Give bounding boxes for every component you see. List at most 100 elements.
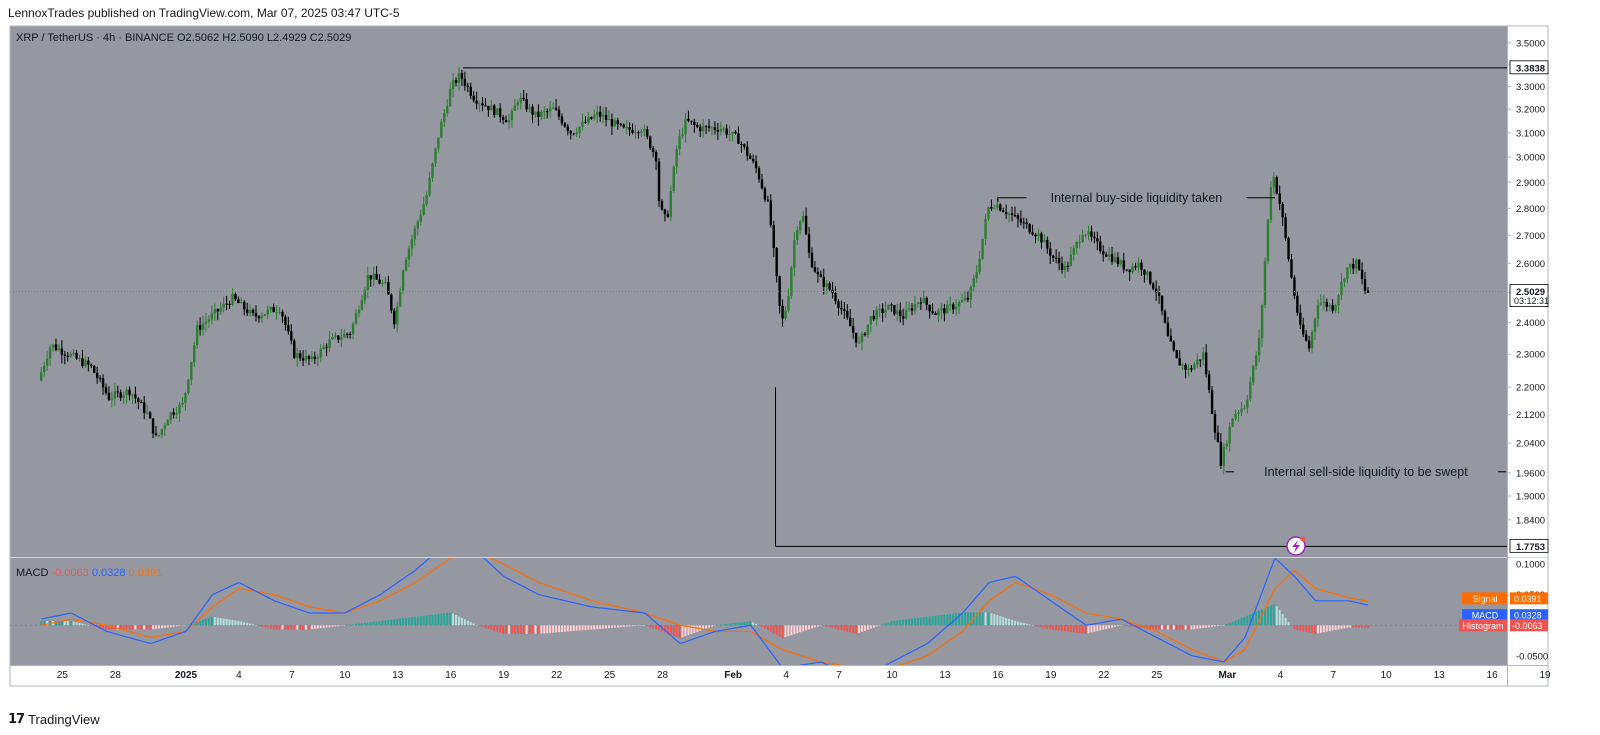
histogram-bar [310, 625, 313, 630]
histogram-bar [537, 625, 540, 634]
candle-body [1104, 254, 1108, 257]
histogram-bar [981, 612, 984, 626]
candle-body [910, 308, 914, 311]
histogram-bar [690, 625, 693, 635]
candle-body [237, 299, 240, 304]
candle [1266, 218, 1270, 265]
candle [1240, 402, 1243, 416]
price-tick-label: 3.2000 [1516, 105, 1545, 116]
candle [1237, 409, 1240, 422]
candle-body [657, 161, 661, 202]
histogram-bar [1155, 625, 1158, 630]
candle-body [598, 111, 602, 117]
candle [343, 329, 346, 339]
candle [113, 383, 117, 407]
candle-body [713, 127, 717, 130]
histogram-bar [655, 625, 658, 630]
candle [163, 422, 167, 437]
candle [284, 314, 287, 331]
histogram-bar [796, 625, 799, 634]
macd-tag-value: 0.0328 [1514, 611, 1542, 621]
candle-body [1146, 271, 1149, 275]
histogram-bar [1234, 620, 1237, 626]
candle [551, 102, 555, 109]
time-tick-label: 22 [1098, 670, 1110, 681]
candle [384, 276, 387, 285]
histogram-bar [1049, 625, 1052, 630]
histogram-bar [499, 625, 502, 633]
candle [1113, 252, 1117, 264]
histogram-bar [1249, 614, 1252, 626]
histogram-bar [722, 624, 725, 626]
candle [951, 302, 955, 314]
histogram-bar [313, 625, 316, 629]
candle-body [828, 283, 831, 290]
candle-body [225, 303, 228, 305]
histogram-bar [281, 625, 284, 630]
histogram-bar [149, 625, 152, 630]
histogram-bar [1146, 625, 1149, 629]
histogram-bar [628, 625, 631, 627]
candle [110, 391, 114, 408]
candle-body [907, 308, 911, 310]
histogram-bar [202, 619, 205, 626]
candle-body [604, 114, 608, 120]
candle-body [1043, 239, 1046, 243]
candle [1149, 271, 1152, 286]
candle-body [725, 128, 728, 135]
candle [316, 354, 319, 367]
candle [590, 116, 593, 120]
histogram-bar [1061, 625, 1064, 631]
candle-body [78, 358, 81, 360]
histogram-bar [328, 625, 331, 628]
histogram-bar [375, 621, 378, 626]
histogram-bar [540, 625, 543, 634]
candle-body [1225, 443, 1228, 447]
candle-body [1072, 248, 1075, 255]
histogram-bar [1078, 625, 1081, 634]
candle [540, 109, 543, 121]
tradingview-logo[interactable]: 17 TradingView [8, 712, 100, 727]
candle-body [84, 360, 87, 367]
candle [222, 296, 225, 313]
candle-body [1346, 267, 1349, 279]
candle [190, 361, 193, 386]
chart-canvas[interactable]: 3.50003.40003.30003.20003.10003.00002.90… [0, 0, 1600, 705]
candle-body [654, 151, 658, 162]
histogram-bar [625, 625, 628, 627]
candle-body [81, 358, 84, 367]
macd-tag: MACD 0.0328 [1462, 609, 1548, 622]
candle [896, 303, 899, 321]
candle [63, 350, 67, 365]
histogram-bar [1211, 625, 1214, 627]
signal-tag-name: Signal [1472, 594, 1497, 604]
candle-body [1007, 213, 1011, 215]
histogram-bar [307, 625, 310, 630]
candle-body [1090, 231, 1093, 237]
candle [1025, 218, 1028, 229]
candle-body [266, 309, 269, 315]
candle-body [1263, 261, 1267, 306]
histogram-bar [816, 625, 819, 627]
candle [778, 275, 781, 314]
candle [1122, 252, 1126, 274]
candle [975, 264, 978, 283]
candle-body [295, 353, 299, 358]
histogram-bar [843, 625, 846, 631]
histogram-bar [1246, 615, 1249, 626]
candle [1278, 185, 1281, 211]
histogram-bar [216, 617, 219, 626]
candle-body [1257, 338, 1261, 356]
candle-body [1172, 341, 1176, 351]
candle [749, 153, 752, 160]
candle-body [45, 358, 49, 366]
candle-body [1363, 279, 1367, 291]
candle-body [187, 379, 190, 393]
candle-body [1322, 301, 1326, 303]
histogram-bar [872, 625, 875, 628]
candle [696, 122, 699, 129]
range-low-price-label-box [1509, 538, 1549, 553]
price-tick-label: 3.3000 [1516, 82, 1545, 93]
candle [487, 105, 490, 117]
histogram-bar [478, 625, 481, 627]
